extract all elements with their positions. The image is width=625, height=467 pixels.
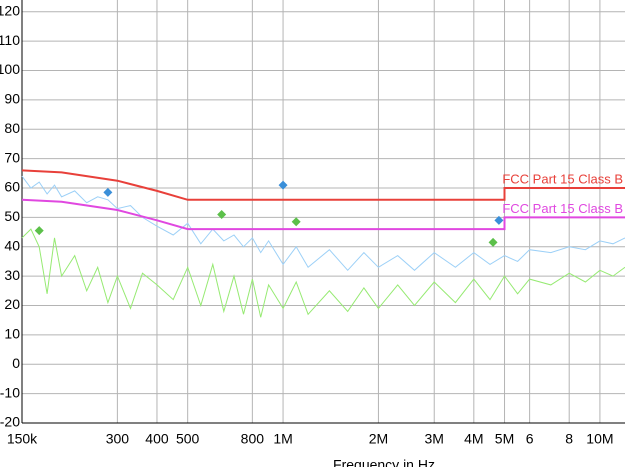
- trace-label: FCC Part 15 Class B: [502, 171, 623, 186]
- x-tick-label: 800: [241, 431, 265, 447]
- y-tick-label: 90: [4, 91, 20, 107]
- x-tick-label: 2M: [369, 431, 388, 447]
- peak-marker: [488, 237, 498, 247]
- x-tick-label: 4M: [464, 431, 483, 447]
- trace: [21, 169, 625, 201]
- x-tick-label: 500: [176, 431, 200, 447]
- y-tick-label: 0: [12, 355, 20, 371]
- peak-marker: [278, 180, 288, 190]
- y-tick-label: 40: [4, 237, 20, 253]
- y-tick-label: 10: [4, 326, 20, 342]
- y-tick-label: 30: [4, 267, 20, 283]
- x-tick-label: 150k: [7, 431, 38, 447]
- trace: [21, 198, 625, 231]
- x-tick-label: 8: [565, 431, 573, 447]
- trace: [21, 228, 625, 318]
- x-tick-label: 400: [145, 431, 169, 447]
- x-tick-label: 1M: [273, 431, 292, 447]
- y-tick-label: 80: [4, 120, 20, 136]
- peak-marker: [34, 226, 44, 236]
- x-axis-label: Frequency in Hz: [333, 457, 435, 467]
- x-tick-label: 10M: [586, 431, 613, 447]
- trace: [21, 175, 625, 272]
- y-tick-label: -20: [0, 414, 20, 430]
- peak-marker: [217, 209, 227, 219]
- peak-marker: [494, 215, 504, 225]
- x-tick-label: 3M: [425, 431, 444, 447]
- y-tick-label: 70: [4, 149, 20, 165]
- x-tick-label: 6: [526, 431, 534, 447]
- y-tick-label: 120: [0, 2, 20, 18]
- peak-marker: [291, 217, 301, 227]
- x-tick-label: 300: [106, 431, 130, 447]
- y-tick-label: 100: [0, 61, 20, 77]
- y-tick-label: 50: [4, 208, 20, 224]
- y-tick-label: -10: [0, 384, 20, 400]
- trace-label: FCC Part 15 Class B: [502, 201, 623, 216]
- peak-marker: [103, 187, 113, 197]
- y-tick-label: 20: [4, 296, 20, 312]
- x-tick-label: 5M: [495, 431, 514, 447]
- y-tick-label: 60: [4, 179, 20, 195]
- y-tick-label: 110: [0, 32, 20, 48]
